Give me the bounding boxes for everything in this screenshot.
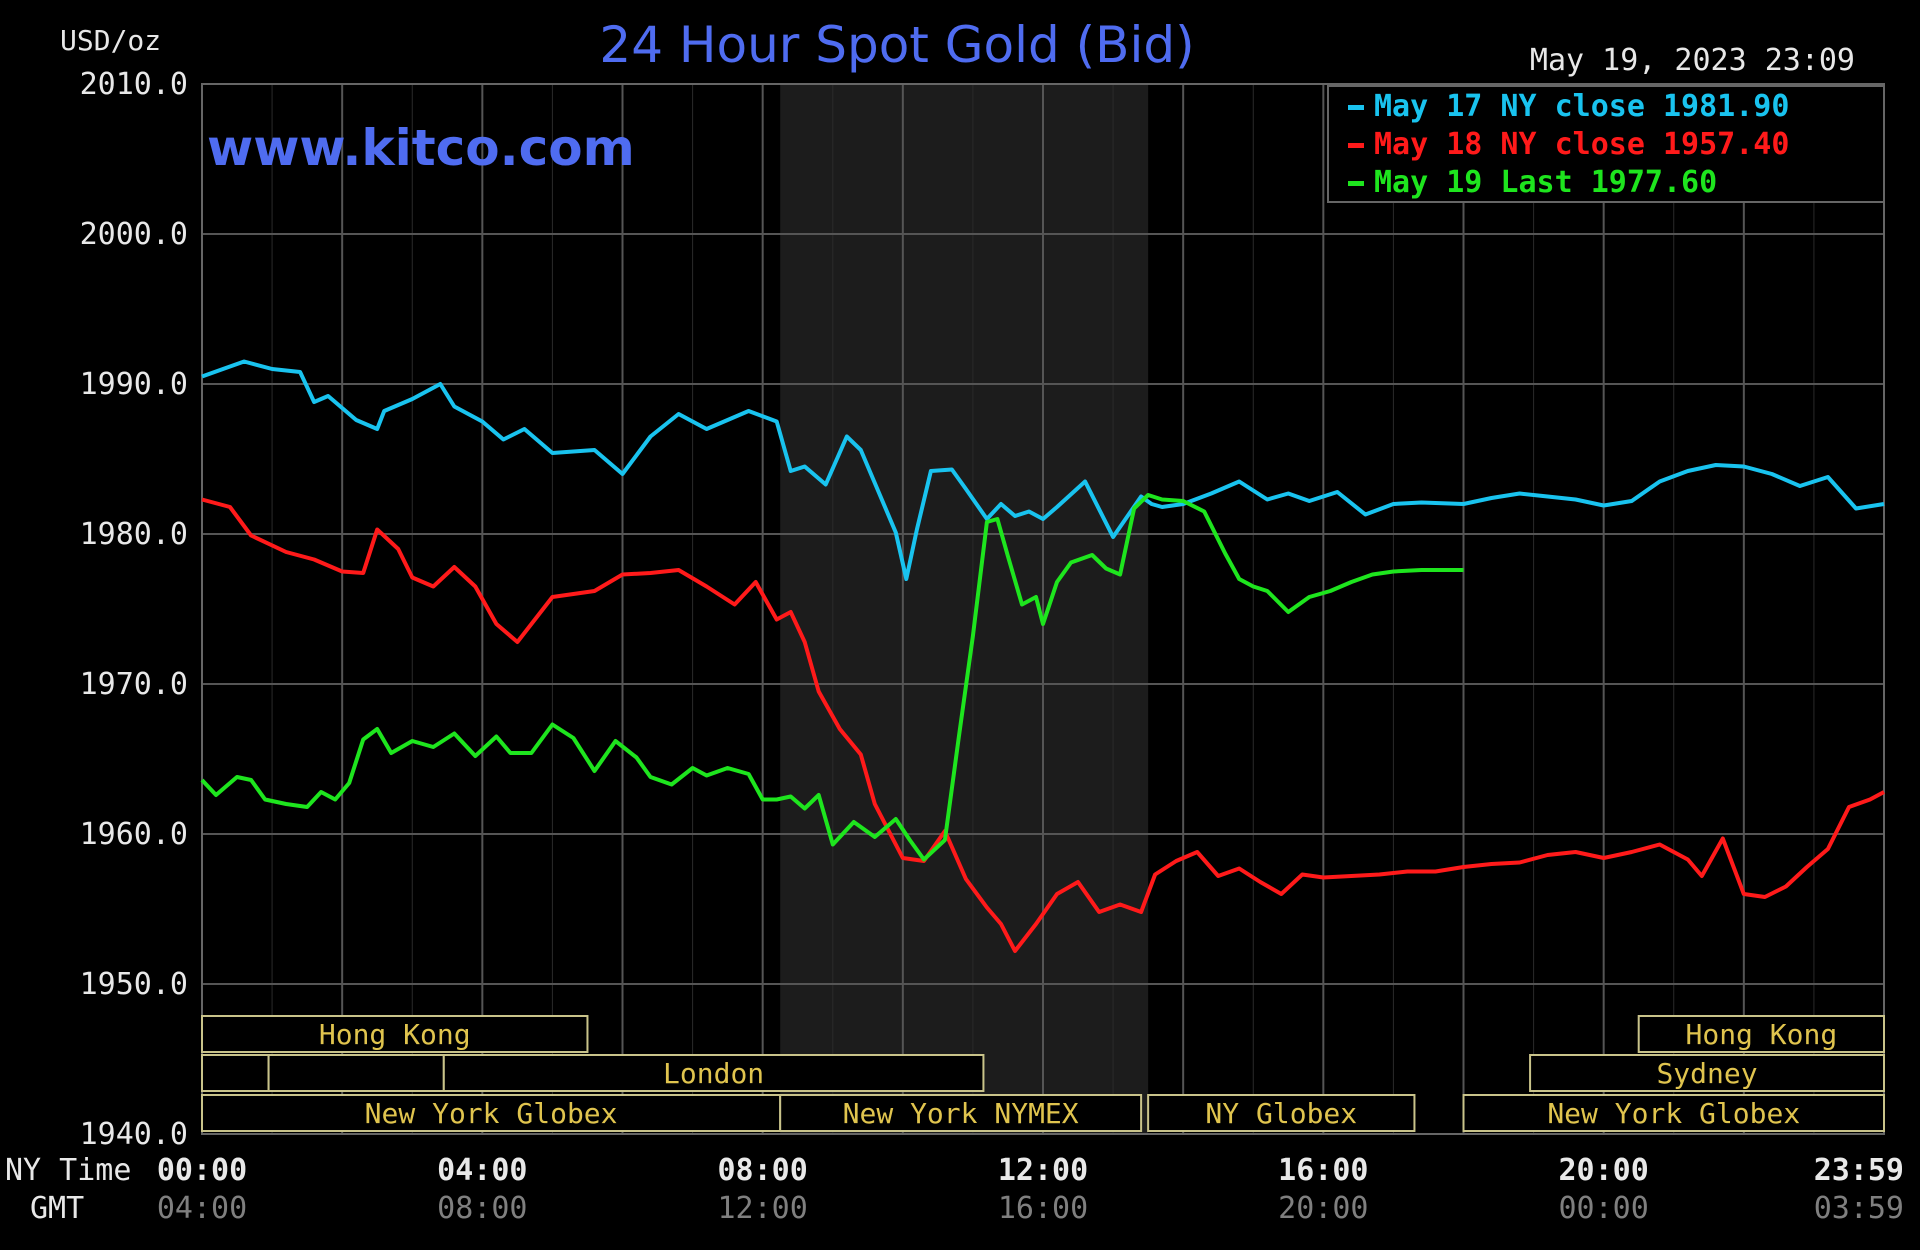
market-session-box xyxy=(267,1054,445,1092)
x-tick-label-gmt: 16:00 xyxy=(998,1191,1088,1226)
x-tick-label-gmt: 12:00 xyxy=(718,1191,808,1226)
market-session-box xyxy=(201,1054,270,1092)
market-session-bars: Hong Kong Hong Kong London Sydney New York G… xyxy=(201,1015,1886,1132)
legend-swatch xyxy=(1348,181,1364,186)
y-axis-unit-label: USD/oz xyxy=(60,24,161,57)
series-line-may-17 xyxy=(201,359,1885,581)
market-session-box xyxy=(201,1015,589,1053)
legend-entry: May 17 NY close 1981.90 xyxy=(1374,89,1789,124)
y-tick-label: 1960.0 xyxy=(80,817,188,852)
ny-time-row-label: NY Time xyxy=(5,1153,131,1188)
x-tick-label-gmt: 20:00 xyxy=(1278,1191,1368,1226)
market-session-label: Hong Kong xyxy=(319,1018,471,1051)
x-tick-label-ny: 08:00 xyxy=(718,1153,808,1188)
vertical-gridlines xyxy=(271,84,1815,1134)
series-lines xyxy=(200,359,1885,953)
market-session-box xyxy=(1147,1094,1416,1132)
market-session-box xyxy=(1637,1015,1886,1053)
x-tick-label-gmt: 04:00 xyxy=(157,1191,247,1226)
legend-box xyxy=(1327,85,1885,203)
x-tick-label-ny: 20:00 xyxy=(1559,1153,1649,1188)
y-tick-label: 2000.0 xyxy=(80,217,188,252)
x-tick-label-ny: 16:00 xyxy=(1278,1153,1368,1188)
plot-area-border xyxy=(201,83,1885,1135)
market-session-box xyxy=(442,1054,985,1092)
legend-swatch xyxy=(1348,105,1364,110)
watermark-url: www.kitco.com xyxy=(207,119,635,177)
legend-entry: May 19 Last 1977.60 xyxy=(1374,165,1717,200)
series-line-may-19 xyxy=(200,493,1464,862)
y-axis-tick-labels: 2010.0 2000.0 1990.0 1980.0 1970.0 1960.0 1950… xyxy=(80,67,188,1152)
x-tick-label-ny: 00:00 xyxy=(157,1153,247,1188)
market-session-box xyxy=(201,1094,782,1132)
market-session-label: NY Globex xyxy=(1205,1097,1357,1130)
market-session-label: New York NYMEX xyxy=(843,1097,1079,1130)
market-session-box xyxy=(1462,1094,1885,1132)
y-tick-label: 1990.0 xyxy=(80,367,188,402)
x-tick-label-ny: 12:00 xyxy=(998,1153,1088,1188)
y-tick-label: 1980.0 xyxy=(80,517,188,552)
chart-title: 24 Hour Spot Gold (Bid) xyxy=(599,16,1194,74)
market-session-label: London xyxy=(663,1057,764,1090)
legend-swatch xyxy=(1348,143,1364,148)
market-session-label: New York Globex xyxy=(1547,1097,1800,1130)
market-session-box xyxy=(1529,1054,1886,1092)
x-tick-label-gmt: 00:00 xyxy=(1559,1191,1649,1226)
x-tick-label-ny: 23:59 xyxy=(1814,1153,1904,1188)
market-session-label: Hong Kong xyxy=(1685,1018,1837,1051)
y-tick-label: 1940.0 xyxy=(80,1117,188,1152)
y-tick-label: 1970.0 xyxy=(80,667,188,702)
x-axis-tick-labels: 00:0004:0004:0008:0008:0012:0012:0016:00… xyxy=(157,1153,1904,1226)
market-session-box xyxy=(779,1094,1143,1132)
nymex-session-shading xyxy=(780,84,1149,1134)
x-tick-label-ny: 04:00 xyxy=(437,1153,527,1188)
y-tick-label: 2010.0 xyxy=(80,67,188,102)
chart-timestamp: May 19, 2023 23:09 xyxy=(1530,43,1855,78)
legend-entry: May 18 NY close 1957.40 xyxy=(1374,127,1789,162)
x-tick-label-gmt: 08:00 xyxy=(437,1191,527,1226)
horizontal-gridlines xyxy=(202,233,1884,985)
market-session-label: Sydney xyxy=(1656,1057,1757,1090)
market-session-label: New York Globex xyxy=(365,1097,618,1130)
gmt-row-label: GMT xyxy=(30,1191,84,1226)
y-tick-label: 1950.0 xyxy=(80,967,188,1002)
x-tick-label-gmt: 03:59 xyxy=(1814,1191,1904,1226)
series-line-may-18 xyxy=(201,497,1885,953)
